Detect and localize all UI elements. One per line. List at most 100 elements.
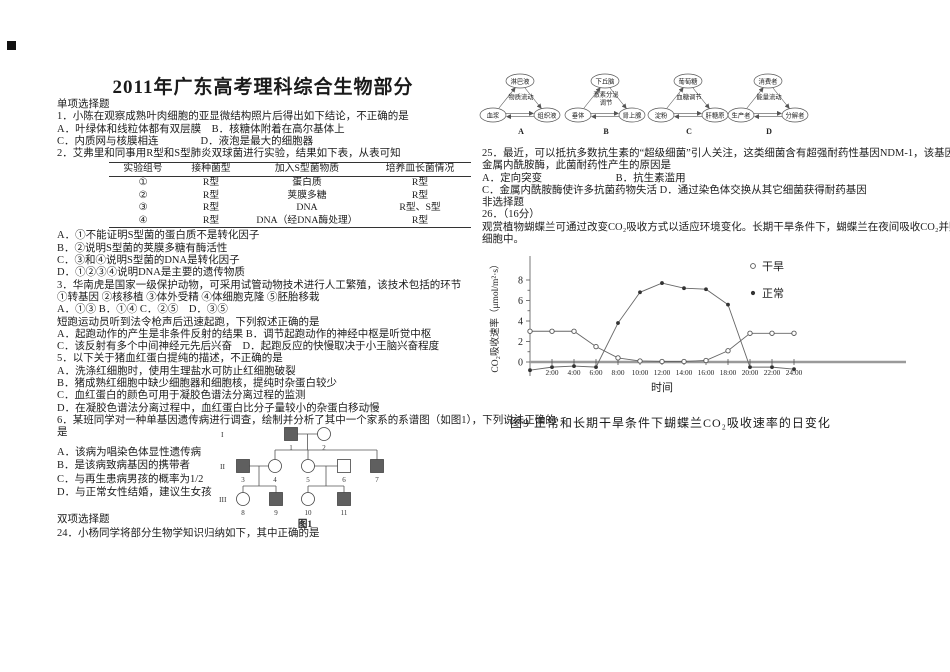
page-corner-mark xyxy=(7,41,16,50)
svg-text:8:00: 8:00 xyxy=(612,368,625,377)
experiment-table: 实验组号 接种菌型 加入S型菌物质 培养皿长菌情况 ① R型 蛋白质 R型 ② … xyxy=(109,162,471,229)
option-line: D．在凝胶色谱法分离过程中，血红蛋白比分子量较小的杂蛋白移动慢 xyxy=(57,402,380,414)
section-heading: 非选择题 xyxy=(482,197,524,209)
option-line: A．叶绿体和线粒体都有双层膜 B．核糖体附着在高尔基体上 xyxy=(57,123,345,135)
pedigree-figure: I II III 1 2 3 4 5 6 7 8 9 10 11 图1 xyxy=(219,427,384,530)
option-line: C．内质网与核膜相连 D．液泡是最大的细胞器 xyxy=(57,135,314,147)
pedigree-member-number: 4 xyxy=(273,476,277,484)
table-cell: R型、S型 xyxy=(399,202,441,214)
svg-text:激素分泌: 激素分泌 xyxy=(593,90,619,99)
svg-text:淀粉: 淀粉 xyxy=(655,110,668,119)
svg-text:22:00: 22:00 xyxy=(764,368,781,377)
pedigree-member-number: 2 xyxy=(322,444,326,452)
legend-label: 干旱 xyxy=(762,260,784,273)
svg-text:2: 2 xyxy=(518,337,523,348)
table-cell: 荚膜多糖 xyxy=(287,189,327,201)
pedigree-male xyxy=(337,459,351,473)
pedigree-affected-male xyxy=(370,459,384,473)
svg-text:调节: 调节 xyxy=(600,98,613,107)
svg-text:消费者: 消费者 xyxy=(759,76,778,85)
table-cell: ② xyxy=(138,189,148,201)
table-row: ③ R型 DNA R型、S型 xyxy=(109,202,471,215)
table-row: ④ R型 DNA（经DNA酶处理） R型 xyxy=(109,215,471,228)
svg-text:血糖调节: 血糖调节 xyxy=(676,92,701,101)
option-line: A．①③ B．①④ C．②⑤ D．③⑤ xyxy=(57,304,228,316)
svg-text:12:00: 12:00 xyxy=(654,368,671,377)
question-line: 6．某班同学对一种单基因遗传病进行调查，绘制并分析了其中一个家系的系谱图（如图1… xyxy=(57,414,556,426)
option-line: C．与再生患病男孩的概率为1/2 xyxy=(57,473,204,485)
pedigree-female xyxy=(301,459,315,473)
pedigree-member-number: 10 xyxy=(305,509,313,517)
table-row: ① R型 蛋白质 R型 xyxy=(109,177,471,190)
svg-text:组织液: 组织液 xyxy=(538,110,558,119)
pedigree-member-number: 9 xyxy=(274,509,278,517)
table-cell: ① xyxy=(138,177,148,189)
question-line: 观赏植物蝴蝶兰可通过改变CO₂吸收方式以适应环境变化。长期干旱条件下，蝴蝶兰在夜… xyxy=(482,221,950,233)
right-column: 25．最近，可以抵抗多数抗生素的“超级细菌”引人关注，这类细菌含有超强耐药性基因… xyxy=(482,148,950,246)
pedigree-member-number: 6 xyxy=(342,476,346,484)
option-line: A．起跑动作的产生是非条件反射的结果 B．调节起跑动作的神经中枢是听觉中枢 xyxy=(57,328,432,340)
option-line: B．猪成熟红细胞中缺少细胞器和细胞核，提纯时杂蛋白较少 xyxy=(57,378,338,390)
section-heading: 单项选择题 xyxy=(57,99,110,110)
option-line: B．是该病致病基因的携带者 xyxy=(57,460,191,472)
svg-text:4: 4 xyxy=(518,316,523,327)
svg-text:6:00: 6:00 xyxy=(590,368,603,377)
svg-text:10:00: 10:00 xyxy=(632,368,649,377)
svg-text:血浆: 血浆 xyxy=(487,110,500,119)
question-line: 2．艾弗里和同事用R型和S型肺炎双球菌进行实验，结果如下表，从表可知 xyxy=(57,148,401,160)
table-cell: R型 xyxy=(202,189,220,201)
chart-plot-area: 0 2 4 6 8 2:00 4:00 6:00 8:00 10:00 12:00 14:00 16:0… xyxy=(518,256,906,377)
table-cell: DNA xyxy=(296,202,318,214)
pedigree-members: 1 2 3 4 5 6 7 8 9 10 11 xyxy=(236,427,384,517)
svg-text:A: A xyxy=(518,127,524,136)
svg-text:2:00: 2:00 xyxy=(546,368,559,377)
pedigree-female xyxy=(301,492,315,506)
y-axis-label: CO₂吸收速率（μmol/m²·s） xyxy=(489,259,501,372)
question-line: 5．以下关于猪血红蛋白提纯的描述，不正确的是 xyxy=(57,353,283,365)
svg-text:D: D xyxy=(766,127,772,136)
generation-label: II xyxy=(220,462,225,471)
chart-legend: 干旱 正常 xyxy=(750,260,784,300)
table-header: 接种菌型 xyxy=(177,162,245,178)
svg-text:0: 0 xyxy=(518,357,523,368)
option-line: A．洗涤红细胞时，使用生理盐水可防止红细胞破裂 xyxy=(57,365,296,377)
question-line: 是 xyxy=(57,427,68,439)
table-header: 加入S型菌物质 xyxy=(245,162,369,178)
option-line: D．与正常女性结婚，建议生女孩 xyxy=(57,487,212,499)
pedigree-member-number: 8 xyxy=(241,509,245,517)
question-line: 细胞中。 xyxy=(482,234,524,246)
pedigree-affected-male xyxy=(236,459,250,473)
svg-text:能量流动: 能量流动 xyxy=(756,92,781,101)
svg-text:B: B xyxy=(603,127,609,136)
pedigree-female xyxy=(317,427,331,441)
generation-label: I xyxy=(221,430,224,439)
pedigree-female xyxy=(236,492,250,506)
pedigree-member-number: 1 xyxy=(289,444,293,452)
table-cell: R型 xyxy=(411,214,429,226)
table-cell: 蛋白质 xyxy=(292,177,322,189)
svg-text:肾上腺: 肾上腺 xyxy=(623,110,643,119)
table-cell: R型 xyxy=(202,202,220,214)
legend-label: 正常 xyxy=(762,287,784,300)
svg-text:垂体: 垂体 xyxy=(572,110,585,119)
svg-text:16:00: 16:00 xyxy=(698,368,715,377)
svg-text:淋巴液: 淋巴液 xyxy=(511,76,531,85)
legend-filled-circle-marker xyxy=(750,290,756,296)
option-line: C．金属内酰胺酶使许多抗菌药物失活 D．通过染色体交换从其它细菌获得耐药基因 xyxy=(482,184,867,196)
question-number-line: 26．（16分） xyxy=(482,209,540,221)
table-cell: R型 xyxy=(411,189,429,201)
svg-text:24:00: 24:00 xyxy=(786,368,803,377)
q6-options: A．该病为唱染色体显性遗传病 B．是该病致病基因的携带者 C．与再生患病男孩的概… xyxy=(57,446,475,500)
generation-label: III xyxy=(219,495,227,504)
svg-text:4:00: 4:00 xyxy=(568,368,581,377)
table-cell: R型 xyxy=(202,177,220,189)
pedigree-member-number: 11 xyxy=(341,509,348,517)
legend-open-circle-marker xyxy=(750,263,756,269)
table-row: ② R型 荚膜多糖 R型 xyxy=(109,190,471,203)
table-cell: DNA（经DNA酶处理） xyxy=(256,214,358,226)
co2-uptake-chart: CO₂吸收速率（μmol/m²·s） 时间 干旱 正常 0 2 4 6 8 2:00 4:0… xyxy=(489,256,906,394)
